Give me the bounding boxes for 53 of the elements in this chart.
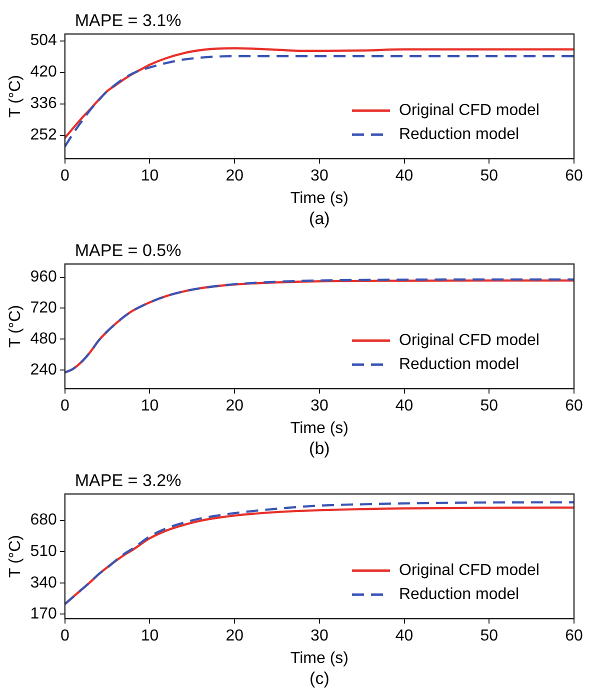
y-tick-label: 420 (30, 64, 57, 81)
x-tick-label: 10 (140, 398, 159, 415)
line-series (64, 47, 574, 140)
x-tick-label: 60 (565, 168, 583, 185)
x-tick-label: 10 (140, 628, 159, 645)
line-series (64, 55, 574, 148)
x-tick-label: 50 (480, 628, 498, 645)
legend-label: Original CFD model (399, 562, 540, 580)
y-tick-label: 960 (30, 268, 57, 286)
x-tick-label: 10 (140, 168, 159, 185)
x-tick-label: 20 (226, 628, 244, 645)
x-axis-title: Time (s) (290, 650, 348, 667)
legend-label: Reduction model (399, 356, 520, 374)
legend-label: Reduction model (399, 126, 520, 144)
x-tick-label: 30 (310, 168, 328, 185)
x-tick-label: 60 (565, 398, 583, 415)
y-axis-title: T (°C) (7, 305, 24, 348)
text: (b) (309, 439, 330, 458)
x-tick-label: 40 (395, 628, 414, 645)
x-tick-label: 30 (310, 398, 328, 415)
x-tick-label: 50 (480, 168, 498, 185)
x-tick-label: 50 (480, 398, 498, 415)
x-tick-label: 30 (310, 628, 328, 645)
legend-label: Reduction model (399, 586, 520, 604)
x-axis-title: Time (s) (290, 190, 348, 207)
y-tick-label: 340 (30, 574, 57, 592)
y-axis-title: T (°C) (7, 535, 24, 578)
y-tick-label: 680 (30, 512, 57, 529)
text: MAPE = 3.2% (74, 471, 182, 490)
y-tick-label: 170 (30, 606, 57, 623)
text: (a) (309, 209, 330, 228)
x-tick-label: 20 (226, 168, 244, 185)
legend-label: Original CFD model (399, 102, 540, 120)
y-axis-title: T (°C) (7, 75, 24, 118)
x-tick-label: 40 (395, 398, 414, 415)
text: MAPE = 3.1% (74, 11, 182, 30)
y-tick-label: 252 (30, 126, 57, 144)
x-axis-title: Time (s) (290, 420, 348, 437)
y-tick-label: 510 (30, 543, 57, 560)
legend-label: Original CFD model (399, 332, 540, 350)
x-tick-label: 0 (60, 398, 70, 415)
y-tick-label: 480 (30, 330, 57, 348)
y-tick-label: 504 (30, 32, 57, 50)
y-tick-label: 240 (30, 361, 57, 378)
x-tick-label: 0 (60, 628, 70, 645)
x-tick-label: 60 (565, 628, 583, 645)
y-tick-label: 336 (30, 95, 57, 112)
x-tick-label: 0 (60, 168, 70, 185)
x-tick-label: 20 (226, 398, 244, 415)
y-tick-label: 720 (30, 300, 57, 317)
x-tick-label: 40 (395, 168, 414, 185)
text: (c) (310, 669, 330, 688)
text: MAPE = 0.5% (74, 241, 182, 260)
